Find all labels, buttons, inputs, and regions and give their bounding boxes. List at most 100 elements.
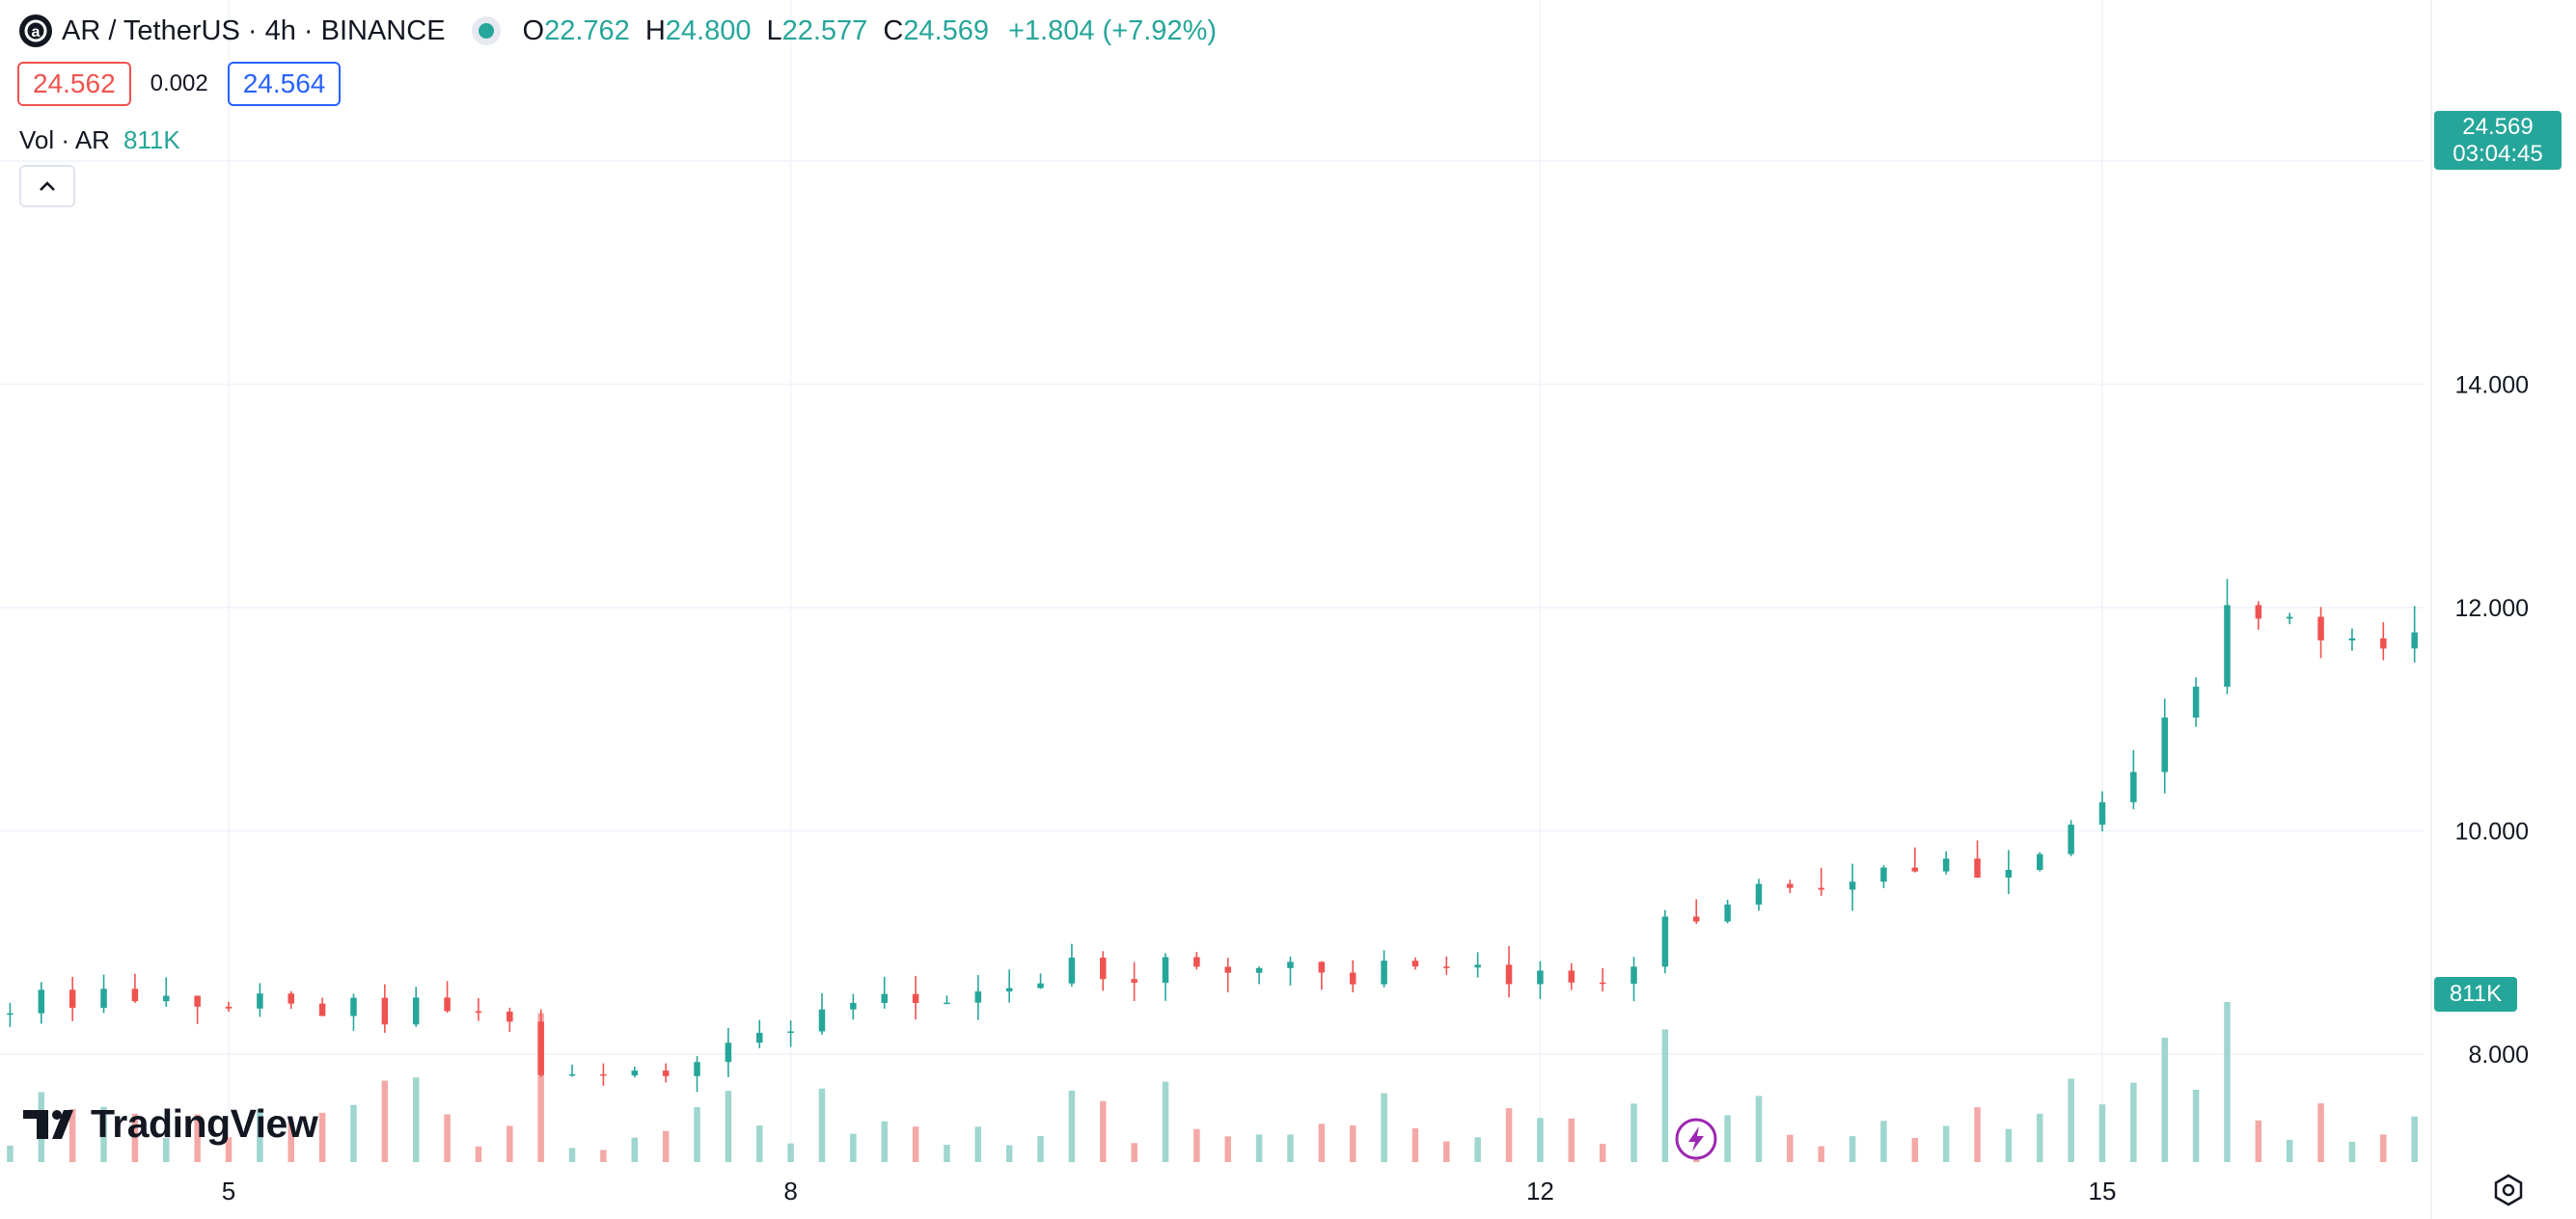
volume-bar — [1131, 1143, 1137, 1162]
tradingview-logo[interactable]: TradingView — [23, 1101, 318, 1147]
candle-body — [1131, 979, 1137, 984]
candle-body — [1255, 967, 1263, 973]
sell-button[interactable]: 24.562 — [17, 62, 131, 106]
candle-body — [1381, 961, 1387, 985]
candle-body — [2037, 853, 2043, 871]
candle-body — [7, 1013, 14, 1016]
volume-legend-label: Vol · AR — [19, 125, 110, 154]
volume-bar — [69, 1108, 76, 1162]
candle-body — [381, 997, 389, 1025]
volume-bar — [7, 1146, 14, 1162]
candle-body — [1661, 916, 1669, 967]
volume-bar — [631, 1137, 639, 1162]
candle-body — [755, 1032, 763, 1043]
volume-bar — [1474, 1137, 1481, 1162]
volume-bar — [2224, 1001, 2231, 1162]
candle-body — [1787, 883, 1794, 888]
candle-body — [1974, 858, 1981, 878]
time-tick-label: 15 — [2089, 1177, 2117, 1205]
candle-body — [850, 1002, 857, 1010]
candle-body — [2411, 632, 2418, 649]
candle-body — [1505, 964, 1513, 985]
candle-body — [2161, 718, 2168, 772]
candle-body — [787, 1031, 794, 1034]
volume-bar — [787, 1143, 794, 1162]
candle-body — [2255, 605, 2262, 619]
symbol-title[interactable]: AR / TetherUS · 4h · BINANCE — [62, 14, 446, 46]
volume-bar — [2411, 1116, 2418, 1162]
volume-bar — [537, 1013, 544, 1162]
candle-body — [2348, 637, 2356, 641]
candle-body — [912, 993, 919, 1003]
candle-body — [288, 993, 294, 1004]
candle-body — [350, 997, 357, 1016]
candle-body — [38, 989, 45, 1014]
candle-body — [2192, 687, 2200, 718]
volume-bar — [1599, 1143, 1606, 1162]
high-value: 24.800 — [665, 14, 752, 46]
volume-legend[interactable]: Vol · AR 811K — [19, 125, 180, 155]
time-axis[interactable]: 581215192226Mar47 — [222, 1177, 2576, 1205]
volume-bar — [1505, 1108, 1513, 1162]
candle-countdown: 03:04:45 — [2453, 140, 2543, 167]
lightning-icon[interactable] — [1674, 1117, 1718, 1161]
volume-bar — [1381, 1093, 1387, 1162]
volume-axis-label: 811K — [2434, 977, 2517, 1012]
volume-bars — [7, 1001, 2418, 1162]
buy-button[interactable]: 24.564 — [227, 62, 342, 106]
candle-body — [1755, 883, 1763, 905]
candle-body — [1443, 966, 1450, 968]
trade-buttons: 24.562 0.002 24.564 — [17, 62, 342, 106]
volume-bar — [912, 1126, 919, 1162]
volume-bar — [881, 1121, 888, 1162]
volume-bar — [2380, 1134, 2387, 1162]
volume-bar — [163, 1138, 170, 1162]
candle-body — [69, 989, 76, 1009]
volume-bar — [1818, 1146, 1824, 1162]
volume-bar — [381, 1080, 389, 1162]
candles — [7, 579, 2418, 1093]
settings-icon[interactable] — [2491, 1173, 2526, 1207]
svg-text:a: a — [32, 24, 41, 41]
volume-bar — [1568, 1118, 1576, 1162]
volume-bar — [1255, 1134, 1263, 1162]
change-value: +1.804 (+7.92%) — [1007, 14, 1218, 46]
volume-bar — [412, 1077, 420, 1162]
candle-body — [1318, 962, 1326, 973]
volume-bar — [2130, 1082, 2137, 1162]
collapse-legend-button[interactable] — [19, 165, 75, 207]
volume-bar — [2192, 1089, 2200, 1162]
candle-body — [1880, 867, 1887, 882]
last-price-value: 24.569 — [2462, 113, 2534, 140]
volume-bar — [257, 1109, 263, 1162]
candle-body — [944, 1002, 950, 1005]
volume-bar — [1755, 1096, 1763, 1162]
candle-body — [1162, 957, 1169, 984]
volume-bar — [755, 1125, 763, 1162]
price-tick-label: 12.000 — [2455, 595, 2529, 622]
candle-body — [1287, 962, 1294, 968]
candle-body — [2005, 870, 2013, 878]
volume-bar — [1005, 1145, 1013, 1162]
candle-body — [257, 993, 263, 1009]
symbol-legend: a AR / TetherUS · 4h · BINANCE O 22.762 H… — [17, 10, 1217, 52]
volume-bar — [1942, 1125, 1950, 1162]
candle-body — [1818, 887, 1824, 890]
volume-bar — [1849, 1136, 1856, 1162]
candle-body — [1005, 988, 1013, 992]
candle-body — [2098, 801, 2106, 826]
volume-bar — [1037, 1136, 1044, 1162]
candle-body — [1411, 961, 1419, 967]
volume-bar — [1880, 1121, 1887, 1162]
volume-bar — [944, 1145, 950, 1162]
open-value: 22.762 — [544, 14, 630, 46]
candle-body — [225, 1006, 233, 1009]
high-label: H — [644, 14, 666, 46]
market-status-icon[interactable] — [478, 23, 494, 39]
candle-body — [1349, 972, 1357, 985]
candle-body — [1224, 966, 1231, 973]
candle-body — [881, 993, 888, 1003]
candle-body — [1631, 966, 1637, 985]
volume-bar — [1443, 1141, 1450, 1162]
